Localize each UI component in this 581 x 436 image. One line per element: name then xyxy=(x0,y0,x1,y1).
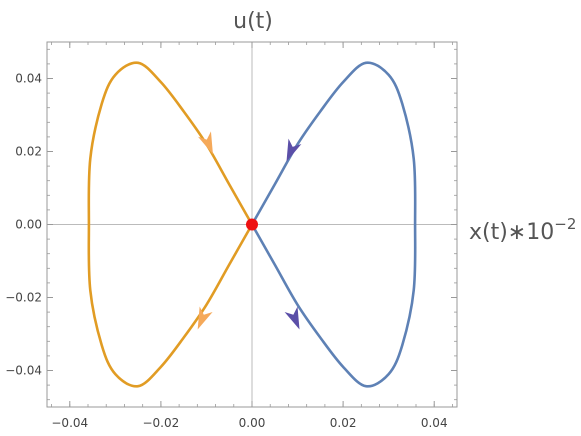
x-tick-label: 0.00 xyxy=(239,416,266,430)
x-tick-label: 0.04 xyxy=(421,416,448,430)
y-tick-label: 0.04 xyxy=(15,72,42,86)
series-line-1 xyxy=(250,61,417,388)
x-axis-label-main: x(t)∗10 xyxy=(469,220,554,245)
x-tick-label: 0.02 xyxy=(330,416,357,430)
x-axis-label: x(t)∗10−2 xyxy=(469,215,576,245)
chart-title: u(t) xyxy=(233,9,273,34)
x-tick-label: −0.02 xyxy=(142,416,179,430)
series-line-2 xyxy=(87,61,254,388)
arrow-layer xyxy=(197,131,302,330)
direction-arrow-2 xyxy=(284,306,300,330)
direction-arrow-3 xyxy=(198,131,213,155)
x-axis-label-exponent: −2 xyxy=(554,215,576,233)
y-tick-label: 0.00 xyxy=(15,218,42,232)
y-tick-label: 0.02 xyxy=(15,145,42,159)
point-layer xyxy=(246,218,258,231)
equilibrium-point xyxy=(246,218,258,231)
x-tick-label: −0.04 xyxy=(51,416,88,430)
direction-arrow-1 xyxy=(286,138,302,162)
direction-arrow-4 xyxy=(197,306,213,330)
y-tick-label: −0.02 xyxy=(5,291,42,305)
series-layer xyxy=(87,61,417,388)
y-tick-label: −0.04 xyxy=(5,364,42,378)
ticks: −0.04 −0.02 0.00 0.02 0.04 0.04 0.02 0.00 −0.02 −… xyxy=(5,42,457,430)
